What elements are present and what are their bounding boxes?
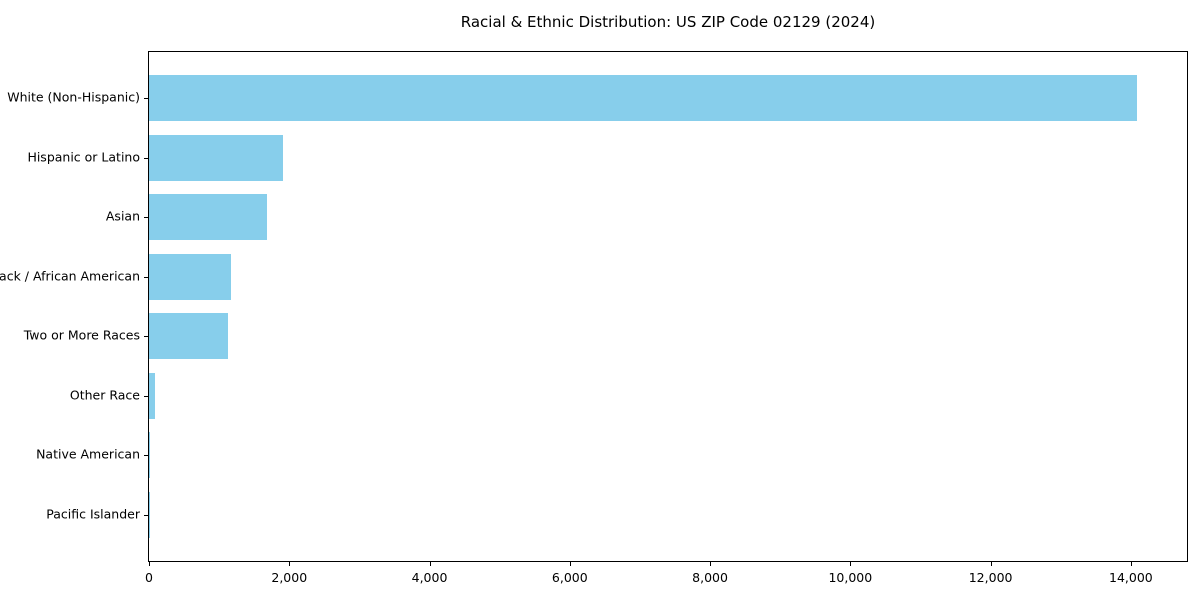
x-axis-tick-label: 12,000: [968, 570, 1013, 585]
y-tick-mark: [144, 514, 148, 516]
y-tick-mark: [144, 455, 148, 457]
bar-hispanic-or-latino: [149, 134, 283, 181]
x-tick-mark: [429, 562, 431, 566]
x-axis-tick-label: 2,000: [271, 570, 308, 585]
bar-other-race: [149, 372, 155, 419]
chart-title: Racial & Ethnic Distribution: US ZIP Cod…: [460, 13, 876, 31]
y-axis-label-pacific-islander: Pacific Islander: [46, 506, 140, 522]
x-axis-tick-label: 10,000: [828, 570, 873, 585]
bar-two-or-more-races: [149, 313, 229, 360]
y-axis-label-hispanic-or-latino: Hispanic or Latino: [27, 149, 140, 165]
bar-black-african-american: [149, 253, 232, 300]
x-axis-tick-label: 0: [145, 570, 153, 585]
y-tick-mark: [144, 395, 148, 397]
y-axis-label-two-or-more-races: Two or More Races: [23, 327, 140, 343]
x-tick-mark: [1130, 562, 1132, 566]
bar-native-american: [149, 432, 151, 479]
y-axis-label-asian: Asian: [105, 208, 140, 224]
y-axis-label-white-non-hispanic: White (Non-Hispanic): [7, 89, 140, 105]
y-tick-mark: [144, 157, 148, 159]
y-axis-label-native-american: Native American: [36, 446, 140, 462]
x-tick-mark: [710, 562, 712, 566]
x-tick-mark: [149, 562, 150, 566]
x-tick-mark: [850, 562, 852, 566]
x-tick-mark: [289, 562, 291, 566]
x-axis-tick-label: 4,000: [411, 570, 448, 585]
y-tick-mark: [144, 217, 148, 219]
y-axis-label-other-race: Other Race: [69, 387, 140, 403]
y-tick-mark: [144, 98, 148, 99]
y-axis-label-black-african-american: Black / African American: [0, 268, 140, 284]
x-tick-mark: [990, 562, 992, 566]
y-tick-mark: [144, 276, 148, 278]
x-axis-tick-label: 14,000: [1109, 570, 1153, 585]
bar-white-non-hispanic: [149, 75, 1137, 121]
x-axis-tick-label: 6,000: [551, 570, 588, 585]
y-tick-mark: [144, 336, 148, 338]
plot-area: [144, 51, 1188, 562]
bar-asian: [149, 194, 267, 241]
x-axis-tick-label: 8,000: [692, 570, 728, 585]
x-tick-mark: [569, 562, 571, 566]
